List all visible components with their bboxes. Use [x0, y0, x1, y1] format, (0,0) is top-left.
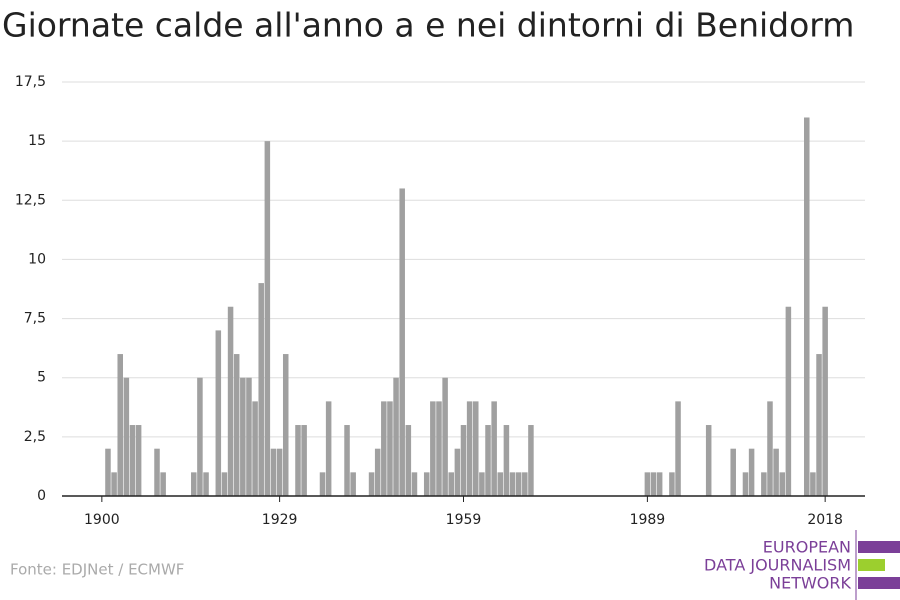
bar — [430, 401, 436, 496]
bar — [191, 472, 197, 496]
logo-bar — [858, 541, 900, 553]
bar — [282, 354, 289, 496]
bar — [227, 306, 234, 496]
bar — [669, 472, 675, 496]
y-tick-label: 10 — [28, 251, 46, 267]
bar — [485, 425, 491, 496]
y-tick-label: 17,5 — [15, 74, 46, 90]
logo-text: DATA JOURNALISM — [704, 556, 851, 575]
y-tick-label: 12,5 — [15, 192, 46, 208]
bar — [405, 425, 412, 496]
bar — [473, 401, 479, 496]
bar — [436, 401, 442, 496]
bar — [381, 401, 387, 496]
bar — [522, 472, 528, 496]
bar — [656, 472, 663, 496]
bar — [466, 401, 473, 496]
bar — [246, 377, 252, 496]
bar — [509, 472, 516, 496]
bar — [448, 472, 454, 496]
bar — [264, 141, 271, 496]
bar — [197, 377, 203, 496]
bar — [804, 117, 810, 496]
x-tick-label: 2018 — [807, 512, 843, 528]
bar — [454, 448, 461, 496]
bar — [730, 448, 736, 496]
bar — [301, 425, 307, 496]
bar — [105, 448, 111, 496]
bar — [252, 401, 258, 496]
bar — [111, 472, 117, 496]
logo-text: NETWORK — [769, 574, 851, 593]
bar — [479, 472, 485, 496]
x-tick-label: 1929 — [262, 512, 298, 528]
bar — [154, 448, 160, 496]
bar — [779, 472, 786, 496]
bar — [650, 472, 657, 496]
bar — [816, 354, 822, 496]
bar — [325, 401, 332, 496]
bar — [295, 425, 301, 496]
bar — [123, 377, 130, 496]
bar — [460, 425, 467, 496]
bar — [135, 425, 142, 496]
bar — [276, 448, 283, 496]
bar — [773, 448, 779, 496]
bar — [344, 425, 350, 496]
bar — [497, 472, 504, 496]
bar — [767, 401, 773, 496]
chart-title: Giornate calde all'anno a e nei dintorni… — [2, 6, 854, 45]
x-tick-label: 1989 — [630, 512, 666, 528]
bar — [748, 448, 755, 496]
bar — [368, 472, 375, 496]
logo-bar — [858, 577, 900, 589]
y-tick-label: 5 — [37, 370, 46, 386]
bar — [810, 472, 816, 496]
bar — [319, 472, 326, 496]
bar — [442, 377, 448, 496]
bar — [503, 425, 510, 496]
bar — [240, 377, 246, 496]
x-tick-label: 1900 — [84, 512, 120, 528]
bar — [258, 283, 264, 496]
bar — [675, 401, 681, 496]
y-tick-label: 2,5 — [24, 429, 46, 445]
logo-text: EUROPEAN — [763, 538, 851, 557]
bar — [822, 306, 828, 496]
bar — [644, 472, 651, 496]
bar — [129, 425, 136, 496]
bar — [528, 425, 534, 496]
bar — [233, 354, 240, 496]
bar — [350, 472, 356, 496]
bar — [491, 401, 497, 496]
bar — [785, 306, 792, 496]
bar — [117, 354, 123, 496]
y-tick-label: 0 — [37, 488, 46, 504]
bar — [215, 330, 222, 496]
y-tick-label: 15 — [28, 133, 46, 149]
bar — [411, 472, 418, 496]
bar — [393, 377, 399, 496]
y-tick-label: 7,5 — [24, 311, 46, 327]
bar — [387, 401, 393, 496]
bar — [423, 472, 430, 496]
bar — [515, 472, 522, 496]
bar — [270, 448, 277, 496]
bar — [374, 448, 381, 496]
source: Fonte: EDJNet / ECMWF — [10, 561, 184, 579]
logo-bar — [858, 559, 885, 571]
bar — [761, 472, 767, 496]
bar — [399, 188, 405, 496]
bar — [203, 472, 209, 496]
bar — [705, 425, 712, 496]
bar — [742, 472, 749, 496]
bar — [221, 472, 228, 496]
bar — [160, 472, 166, 496]
x-tick-label: 1959 — [446, 512, 482, 528]
